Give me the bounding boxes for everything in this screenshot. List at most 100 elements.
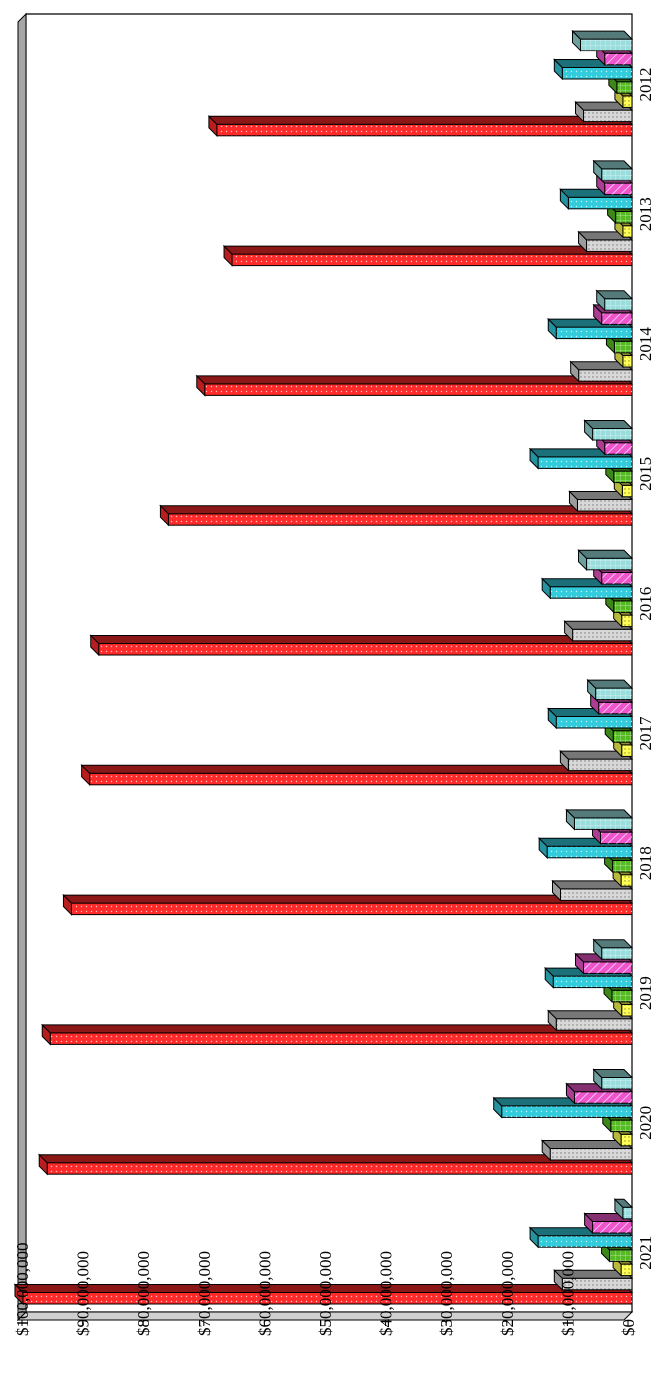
category-tick-label: 2014 [636, 327, 655, 362]
bar-texture [601, 572, 632, 584]
bar-2021-series-2 [553, 1269, 634, 1292]
bar-texture [553, 976, 632, 988]
bar-texture [22, 1292, 633, 1304]
category-tick-label: 2018 [636, 846, 655, 880]
bar-2020-series-7 [592, 1068, 634, 1091]
bar-texture [592, 428, 632, 440]
bar-side-face [207, 115, 634, 125]
bar-texture [168, 513, 632, 526]
bar-texture [580, 39, 632, 51]
bar-texture [622, 355, 632, 367]
bar-texture [621, 874, 632, 887]
bar-texture [592, 1221, 632, 1233]
category-tick-label: 2020 [636, 1106, 655, 1140]
bar-2017-series-7 [586, 678, 634, 701]
bar-texture [568, 197, 632, 209]
value-tick-label: $60,000,000 [255, 1251, 274, 1336]
bar-2013-series-1 [222, 244, 634, 267]
bar-texture [614, 341, 632, 353]
bar-texture [612, 990, 632, 1002]
value-tick-label: $50,000,000 [316, 1251, 335, 1336]
bar-texture [609, 1249, 632, 1262]
category-tick-label: 2013 [636, 197, 655, 231]
value-tick-label: $10,000,000 [558, 1251, 577, 1336]
bar-2012-series-2 [574, 100, 634, 123]
bar-texture [622, 485, 632, 497]
bar-2019-series-2 [547, 1009, 634, 1032]
bar-side-face [80, 764, 634, 774]
bar-2021-series-1 [13, 1283, 634, 1306]
bar-2015-series-7 [583, 419, 634, 442]
bar-texture [621, 1134, 632, 1146]
bar-2017-series-2 [559, 749, 634, 772]
bar-side-face [592, 939, 634, 949]
bar-texture [572, 629, 632, 641]
bar-side-face [89, 635, 634, 644]
bar-2014-series-7 [595, 289, 634, 312]
category-tick-label: 2017 [636, 716, 655, 751]
bar-texture [98, 643, 633, 655]
bar-texture [556, 716, 632, 728]
bar-2014-series-2 [569, 360, 634, 383]
bar-texture [604, 442, 632, 455]
bar-texture [547, 846, 632, 858]
bar-texture [71, 903, 632, 915]
bar-texture [550, 586, 632, 599]
bar-2020-series-2 [540, 1139, 634, 1162]
bar-texture [574, 1091, 632, 1104]
bar-texture [598, 702, 632, 714]
value-tick-label: $20,000,000 [498, 1251, 517, 1336]
bar-texture [601, 1077, 632, 1089]
bar-texture [621, 615, 632, 627]
bar-side-face [586, 679, 634, 689]
bar-2019-series-1 [41, 1023, 634, 1046]
value-tick-label: $70,000,000 [195, 1251, 214, 1336]
category-tick-label: 2019 [636, 976, 655, 1010]
bar-texture [577, 499, 632, 511]
bar-texture [47, 1162, 632, 1175]
bar-side-face [571, 30, 634, 40]
category-tick-label: 2016 [636, 587, 655, 621]
category-tick-label: 2021 [636, 1236, 655, 1270]
bar-2012-series-1 [207, 115, 634, 138]
bar-texture [586, 239, 632, 252]
bar-2018-series-7 [565, 808, 634, 831]
bar-texture [556, 1018, 632, 1031]
bar-2014-series-1 [195, 374, 634, 397]
bar-side-face [592, 1069, 634, 1078]
bar-side-face [195, 375, 634, 385]
value-tick-label: $40,000,000 [377, 1251, 396, 1336]
bar-2020-series-1 [38, 1153, 634, 1176]
category-tick-label: 2015 [636, 457, 655, 491]
bar-2013-series-7 [592, 159, 634, 182]
bar-texture [586, 558, 632, 570]
bar-texture [613, 600, 632, 613]
bar-texture [604, 53, 632, 65]
bar-2017-series-5 [547, 707, 634, 730]
bar-texture [600, 832, 632, 844]
bar-side-face [583, 420, 634, 429]
axis-layer [16, 12, 634, 1326]
bar-side-face [159, 505, 634, 515]
bar-texture [583, 110, 632, 122]
bar-texture [50, 1032, 633, 1045]
bar-side-face [577, 549, 634, 559]
bar-texture [615, 211, 632, 223]
bar-texture [568, 759, 632, 771]
bar-texture [621, 1004, 632, 1016]
bar-2019-series-7 [592, 938, 634, 961]
bar-texture [622, 1207, 632, 1219]
bar-2021-series-7 [613, 1198, 634, 1221]
value-tick-label: $30,000,000 [437, 1251, 456, 1336]
bar-texture [601, 947, 632, 960]
bar-texture [583, 961, 632, 974]
category-tick-label: 2012 [636, 67, 655, 101]
bar-2016-series-2 [563, 620, 634, 643]
bar-texture [622, 225, 632, 238]
bars-layer [13, 29, 634, 1306]
bar-texture [501, 1105, 632, 1118]
bar-texture [556, 327, 632, 339]
bar-texture [89, 773, 632, 785]
bar-texture [613, 471, 632, 483]
